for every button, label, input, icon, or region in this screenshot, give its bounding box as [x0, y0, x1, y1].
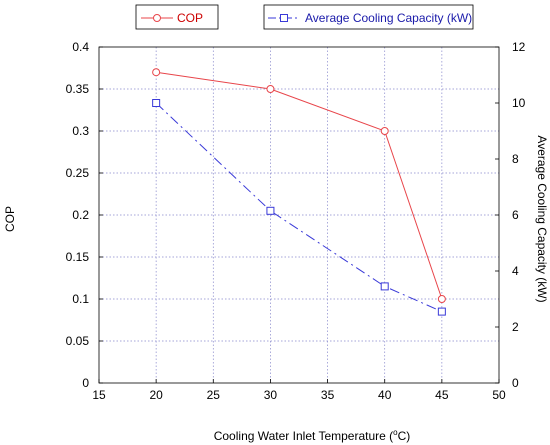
y-right-tick-label: 12 — [512, 40, 526, 54]
data-point-cooling-capacity — [152, 99, 161, 107]
x-tick-label: 35 — [321, 388, 335, 402]
y-left-tick-label: 0.2 — [72, 208, 89, 222]
legend-box-capacity — [263, 4, 474, 30]
y-left-tick-label: 0.4 — [72, 40, 89, 54]
x-axis-title-open-paren: ( — [386, 429, 393, 443]
y-axis-right-title: Average Cooling Capacity (kW) — [535, 135, 549, 302]
x-axis-title: Cooling Water Inlet Temperature (oC) — [214, 428, 411, 443]
data-point-cop — [152, 68, 161, 77]
data-point-cooling-capacity — [266, 206, 275, 215]
data-point-cooling-capacity — [380, 282, 389, 291]
data-point-cop — [437, 295, 446, 303]
y-left-tick-label: 0.3 — [72, 124, 89, 138]
x-tick-label: 50 — [492, 388, 506, 402]
y-left-tick-label: 0 — [82, 376, 89, 390]
x-axis-title-unit: C — [398, 429, 407, 443]
y-right-tick-label: 4 — [512, 264, 519, 278]
legend-entry-cop: COP — [135, 4, 219, 30]
y-left-tick-label: 0.35 — [66, 82, 90, 96]
axis-ticks: 15 20 25 30 35 40 45 5000.050.10.150.20.250.30.… — [66, 40, 526, 402]
y-axis-left-title: COP — [3, 206, 17, 232]
series-line-cooling-capacity — [155, 102, 443, 313]
x-tick-label: 20 — [149, 388, 163, 402]
legend-marker-cop — [153, 14, 161, 22]
legend-label-cop: COP — [177, 11, 203, 25]
data-point-cop — [380, 127, 389, 135]
grid — [99, 47, 499, 383]
x-axis-title-close-paren: ) — [406, 429, 410, 443]
y-left-tick-label: 0.05 — [66, 334, 90, 348]
y-right-tick-label: 6 — [512, 208, 519, 222]
legend-box-cop — [135, 4, 219, 30]
y-right-tick-label: 8 — [512, 152, 519, 166]
legend-entry-capacity: Average Cooling Capacity (kW) — [263, 4, 474, 30]
y-right-tick-label: 2 — [512, 320, 519, 334]
legend-label-capacity: Average Cooling Capacity (kW) — [305, 11, 472, 25]
legend-marker-capacity — [280, 14, 288, 22]
data-point-cooling-capacity — [437, 307, 446, 316]
series-line-cop — [156, 71, 443, 300]
x-tick-label: 40 — [378, 388, 392, 402]
x-axis-title-main: Cooling Water Inlet Temperature — [214, 429, 386, 443]
x-tick-label: 45 — [435, 388, 449, 402]
y-right-tick-label: 0 — [512, 376, 519, 390]
x-tick-label: 15 — [92, 388, 106, 402]
y-left-tick-label: 0.15 — [66, 250, 90, 264]
x-tick-label: 25 — [207, 388, 221, 402]
data-point-cop — [266, 85, 275, 93]
x-axis-title-unit-sup: o — [393, 428, 398, 437]
x-tick-label: 30 — [264, 388, 278, 402]
y-right-tick-label: 10 — [512, 96, 526, 110]
y-left-tick-label: 0.25 — [66, 166, 90, 180]
series-layer — [152, 68, 446, 316]
y-left-tick-label: 0.1 — [72, 292, 89, 306]
